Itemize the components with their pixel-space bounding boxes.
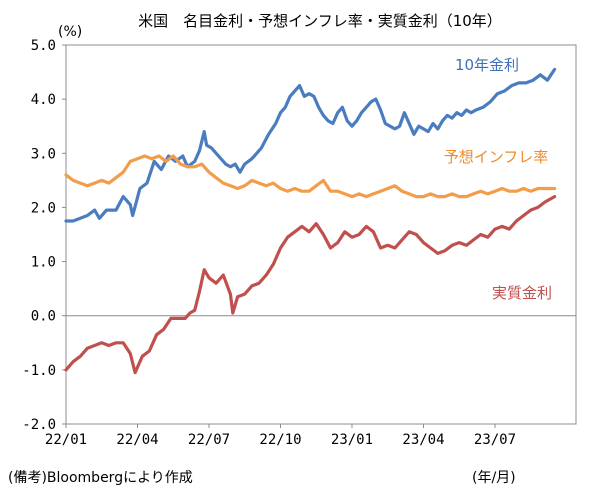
y-tick-label: 2.0: [31, 200, 56, 216]
x-tick-label: 22/07: [188, 432, 230, 448]
x-axis-unit: (年/月): [472, 470, 516, 486]
plot-area-border: [65, 44, 577, 425]
series-line-3: [64, 195, 557, 375]
y-tick-label: 1.0: [31, 255, 56, 271]
y-tick-label: -1.0: [22, 363, 56, 379]
y-axis-ticks: 5.0 4.0 3.0 2.0 1.0 0.0 -1.0 -2.0: [22, 38, 66, 433]
x-tick-label: 23/04: [402, 432, 444, 448]
y-tick-label: 0.0: [31, 309, 56, 325]
plot-frame: [65, 44, 577, 425]
x-tick-label: 22/10: [259, 432, 301, 448]
chart-title: 米国 名目金利・予想インフレ率・実質金利（10年）: [138, 12, 502, 30]
x-tick-label: 22/04: [116, 432, 158, 448]
y-tick-label: 5.0: [31, 38, 56, 54]
x-tick-label: 22/01: [45, 432, 87, 448]
source-note: (備考)Bloombergにより作成: [8, 470, 193, 486]
series-line-2: [64, 154, 557, 199]
y-axis-unit: (%): [58, 24, 82, 40]
series-label-3: 実質金利: [492, 284, 552, 302]
x-axis-ticks: 22/01 22/04 22/07 22/10 23/01 23/04 23/07: [45, 424, 516, 448]
y-tick-label: 4.0: [31, 92, 56, 108]
y-tick-label: 3.0: [31, 146, 56, 162]
series-label-1: 10年金利: [455, 56, 519, 74]
y-tick-label: -2.0: [22, 417, 56, 433]
series-line-1: [64, 67, 557, 223]
x-tick-label: 23/07: [474, 432, 516, 448]
series-lines: [64, 67, 557, 375]
x-tick-label: 23/01: [331, 432, 373, 448]
series-label-2: 予想インフレ率: [444, 148, 549, 166]
